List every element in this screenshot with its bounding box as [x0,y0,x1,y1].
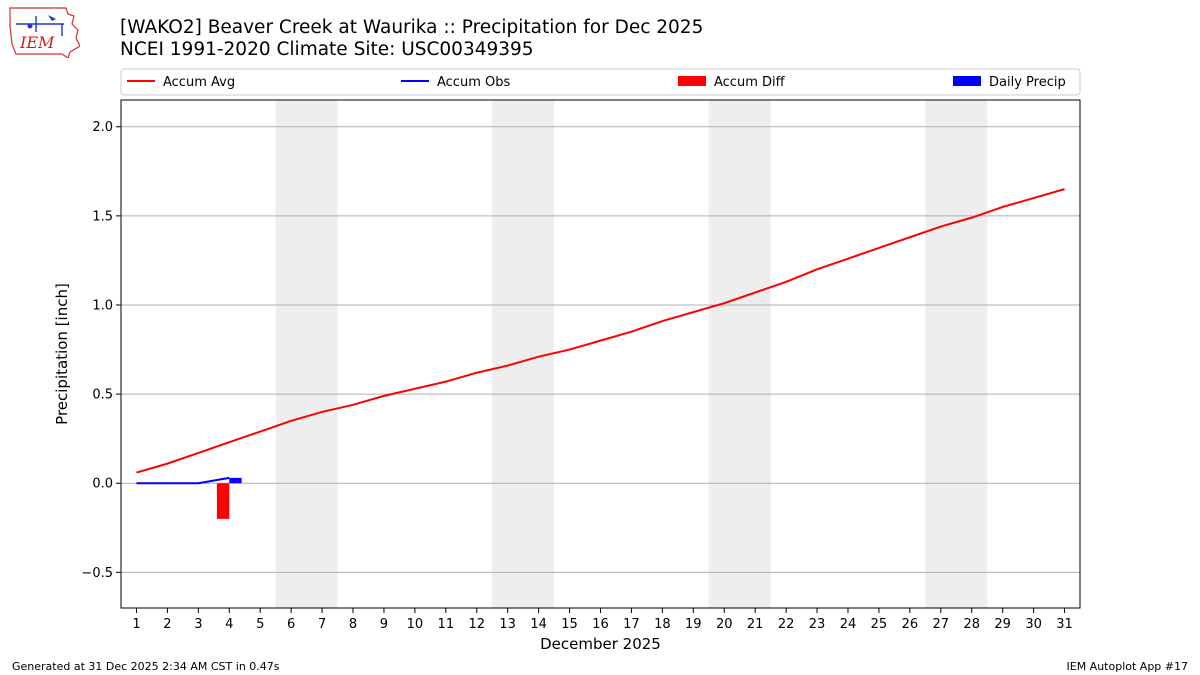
x-tick-label: 15 [561,617,578,632]
x-tick-label: 23 [809,617,826,632]
y-tick-label: 2.0 [92,120,113,135]
x-tick-label: 8 [349,617,357,632]
y-axis-label: Precipitation [inch] [53,283,71,425]
chart-subtitle: NCEI 1991-2020 Climate Site: USC00349395 [120,39,534,60]
x-tick-label: 26 [902,617,919,632]
legend-label: Accum Diff [714,75,786,90]
x-tick-label: 1 [132,617,140,632]
line-series [136,188,1065,485]
x-tick-label: 6 [287,617,295,632]
x-tick-label: 14 [530,617,547,632]
generated-timestamp: Generated at 31 Dec 2025 2:34 AM CST in … [12,660,280,673]
x-tick-label: 16 [592,617,609,632]
legend-swatch [953,76,981,86]
accum-obs-line [136,476,230,485]
legend: Accum Avg Accum Obs Accum Diff Daily Precip [120,68,1081,96]
x-tick-label: 9 [380,617,388,632]
x-axis-label: December 2025 [540,635,661,653]
x-tick-label: 12 [468,617,485,632]
x-tick-label: 20 [716,617,733,632]
x-axis-ticks: 1 2 3 4 5 6 7 8 9 10 11 12 13 14 15 16 17 18 19 20 21 22 23 24 2… [132,608,1073,632]
logo-text: IEM [19,33,55,52]
legend-label: Daily Precip [989,75,1066,90]
legend-box [120,68,1081,96]
x-tick-label: 31 [1056,617,1073,632]
x-tick-label: 19 [685,617,702,632]
x-tick-label: 24 [840,617,857,632]
x-tick-label: 25 [871,617,888,632]
y-tick-label: 1.0 [92,298,113,313]
x-tick-label: 4 [225,617,233,632]
app-id-label: IEM Autoplot App #17 [1066,660,1189,673]
x-tick-label: 30 [1025,617,1042,632]
bar-marks [216,477,242,519]
x-tick-label: 22 [778,617,795,632]
weekend-shade [492,100,555,608]
x-tick-label: 5 [256,617,264,632]
y-tick-label: −0.5 [81,566,113,581]
x-tick-label: 27 [933,617,950,632]
x-tick-label: 28 [963,617,980,632]
x-tick-label: 10 [407,617,424,632]
x-tick-label: 29 [994,617,1011,632]
y-tick-label: 0.0 [92,477,113,492]
legend-label: Accum Avg [163,75,235,90]
daily-precip-bar [229,477,242,484]
x-tick-label: 17 [623,617,640,632]
x-tick-label: 18 [654,617,671,632]
x-tick-label: 11 [438,617,455,632]
weekend-shading [275,100,988,608]
x-tick-label: 21 [747,617,764,632]
legend-swatch [678,76,706,86]
x-tick-label: 13 [499,617,516,632]
y-tick-label: 0.5 [92,388,113,403]
accum-diff-bar [216,483,230,519]
x-tick-label: 3 [194,617,202,632]
weekend-shade [925,100,988,608]
weekend-shade [275,100,338,608]
iem-logo: IEM [8,6,81,62]
y-tick-label: 1.5 [92,209,113,224]
y-gridlines [121,126,1080,573]
weekend-shade [708,100,771,608]
x-tick-label: 2 [163,617,171,632]
accum-avg-line [136,188,1065,474]
legend-label: Accum Obs [437,75,510,90]
y-axis-ticks: −0.5 0.0 0.5 1.0 1.5 2.0 [81,120,121,581]
chart-title: [WAKO2] Beaver Creek at Waurika :: Preci… [120,17,704,38]
x-tick-label: 7 [318,617,326,632]
